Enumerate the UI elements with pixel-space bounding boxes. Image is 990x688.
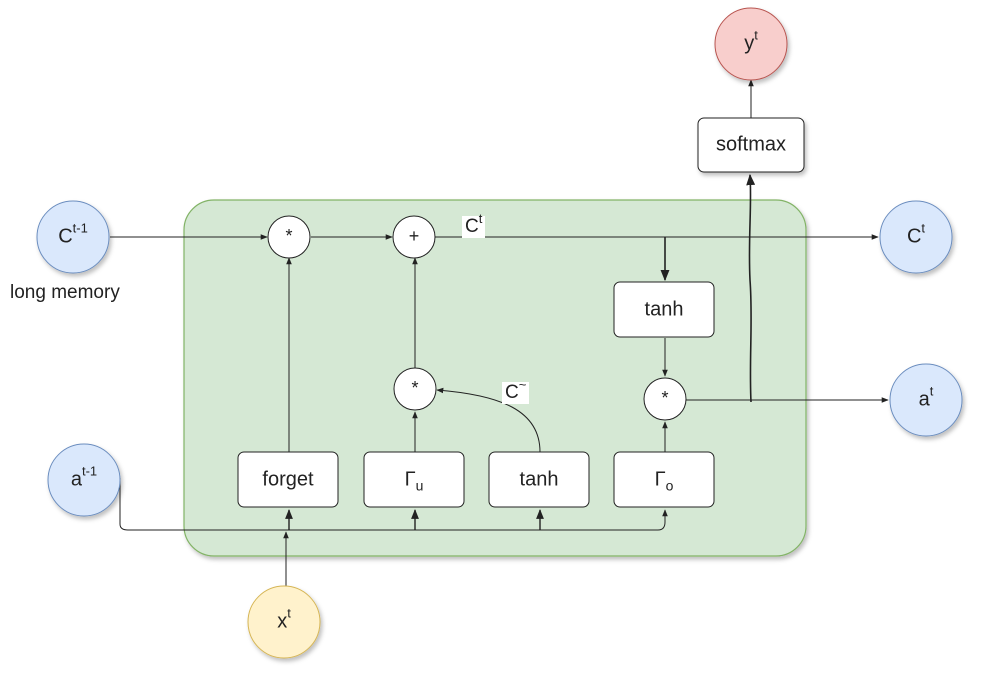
mul-forget-symbol: * xyxy=(285,226,293,247)
candidate-edge-label: C~ xyxy=(502,378,530,404)
a-prev-circle xyxy=(47,443,121,517)
x-circle xyxy=(247,585,321,659)
softmax-box xyxy=(697,117,805,173)
c-prev-circle xyxy=(36,200,110,274)
edge-to-softmax xyxy=(746,173,756,403)
y-out-label: yt xyxy=(744,27,758,55)
mul-output-circle xyxy=(643,377,687,421)
mul-update-symbol: * xyxy=(411,378,419,399)
y-out-circle xyxy=(714,7,788,81)
add-circle xyxy=(392,215,436,259)
update-gate-label: Γu xyxy=(404,468,424,494)
candidate-tanh-label: tanh xyxy=(519,468,559,491)
output-gate-label: Γo xyxy=(654,468,674,494)
a-prev-label: at-1 xyxy=(70,463,98,491)
forget-gate-label: forget xyxy=(262,468,314,491)
softmax-label: softmax xyxy=(715,133,787,156)
a-out-circle xyxy=(889,363,963,437)
long-memory-caption: long memory xyxy=(10,282,120,303)
candidate-tanh-box xyxy=(488,451,590,508)
a-out-label: at xyxy=(918,383,934,411)
c-prev-label: Ct-1 xyxy=(58,220,88,248)
edge-aprev-bus xyxy=(119,478,668,531)
connections xyxy=(110,79,889,586)
cell-tanh-box xyxy=(613,281,715,338)
c-out-circle xyxy=(879,200,953,274)
forget-gate-box xyxy=(237,451,339,508)
cell-tanh-label: tanh xyxy=(644,298,684,321)
x-label: xt xyxy=(277,605,291,633)
mul-update-circle xyxy=(393,367,437,411)
add-symbol: + xyxy=(408,226,420,247)
cell-state-edge-label: Ct xyxy=(462,212,486,238)
mul-output-symbol: * xyxy=(661,388,669,409)
edge-candidate-to-mul xyxy=(436,387,541,453)
mul-forget-circle xyxy=(267,215,311,259)
update-gate-box xyxy=(363,451,465,508)
c-out-label: Ct xyxy=(906,220,926,248)
output-gate-box xyxy=(613,451,715,508)
